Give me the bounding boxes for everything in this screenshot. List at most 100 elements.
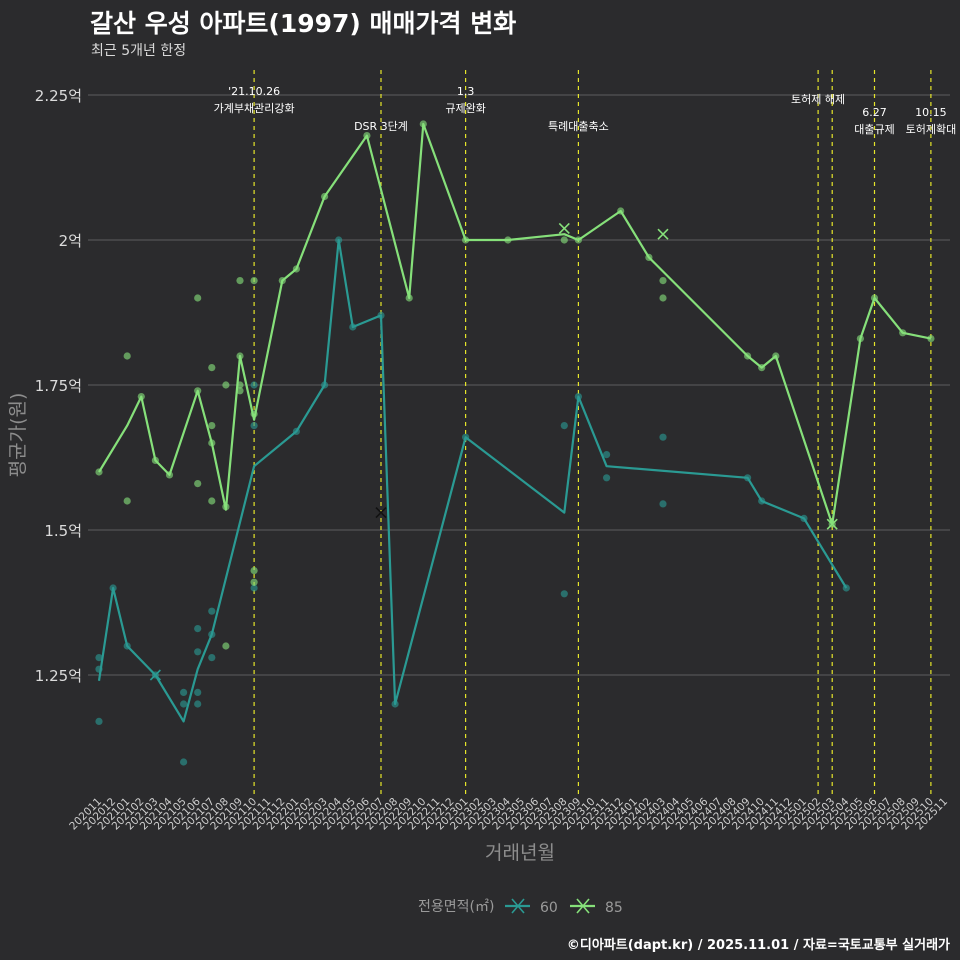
data-point [603,451,611,459]
data-point [208,497,216,505]
series-85-line [98,122,932,526]
data-point [659,277,667,285]
data-point [208,654,216,662]
data-point [800,514,808,523]
data-point [95,717,103,726]
data-point [123,642,131,650]
legend-title: 전용면적(㎡) [418,899,494,915]
data-point [250,578,258,586]
data-point [236,277,244,285]
legend-key-cross [511,898,525,914]
annotation-label: 규제완화 [445,102,485,115]
data-point [123,497,131,505]
legend-key-cross [576,898,590,914]
data-point [278,277,286,285]
data-point [236,387,244,395]
annotation-label: 10.15 [915,106,947,119]
data-point [222,381,230,389]
annotation-label: 1.3 [457,85,475,98]
data-point [137,393,145,401]
data-point [560,422,568,430]
data-point [208,439,216,447]
data-point [462,236,470,244]
data-point [744,474,752,482]
data-point [504,236,512,244]
source-caption: ©디아파트(dapt.kr) / 2025.11.01 / 자료=국토교통부 실… [566,938,950,953]
legend-label-60: 60 [540,900,558,916]
data-point [772,352,780,360]
data-point [222,642,230,650]
data-point [560,236,568,244]
data-point [405,294,413,302]
data-point [208,422,216,430]
data-point [194,648,202,656]
cross-marker [826,518,838,530]
data-point [95,654,103,662]
data-point [250,567,258,575]
data-point [109,584,117,592]
data-point [250,584,258,592]
data-point [462,433,470,441]
data-point [391,700,399,708]
data-point [180,688,188,697]
data-point [377,311,385,319]
y-tick-label: 1.5억 [44,522,82,540]
data-point [250,381,258,389]
data-point [758,364,766,372]
data-point [250,410,258,418]
y-tick-label: 2.25억 [35,87,82,105]
data-point [744,352,752,360]
data-point [236,381,244,389]
data-point [180,758,188,766]
data-point [321,381,329,389]
annotation-label: 특례대출축소 [548,120,609,133]
cross-marker [375,507,387,519]
data-point [856,335,865,343]
cross-marker [657,228,669,240]
data-point [659,500,667,508]
y-tick-label: 1.75억 [35,377,82,395]
y-tick-label: 1.25억 [35,667,82,685]
data-point [842,584,850,592]
data-point [194,387,202,395]
data-point [194,294,202,302]
data-point [194,625,202,633]
y-tick-label: 2억 [59,232,82,250]
data-point [560,590,568,598]
data-point [419,120,427,128]
data-point [659,433,667,441]
data-point [335,236,343,244]
data-point [208,364,216,372]
data-point [349,323,357,331]
annotation-label: 토허제확대 [906,123,957,136]
series-60-line [97,238,848,723]
data-point [194,700,202,708]
data-point [292,265,300,273]
data-point [645,253,653,261]
data-point [165,471,174,479]
data-point [180,700,188,708]
data-point [899,329,907,337]
chart-subtitle: 최근 5개년 한정 [91,43,187,59]
data-point [194,480,202,488]
data-point [927,335,935,343]
data-point [95,468,103,476]
annotation-label: '21.10.26 [228,85,280,98]
data-point [222,503,230,511]
chart-title: 갈산 우성 아파트(1997) 매매가격 변화 [90,9,517,38]
data-point [363,132,371,140]
grid-lines [88,94,950,676]
data-point [208,630,216,639]
annotation-label: DSR 3단계 [354,120,408,133]
data-point [250,422,258,430]
data-point [758,497,766,505]
data-point [208,607,216,615]
data-point [95,665,103,673]
data-point [574,236,583,244]
data-point [574,393,583,401]
data-point [236,352,244,360]
cross-marker [149,669,161,681]
series-layer [95,120,935,766]
